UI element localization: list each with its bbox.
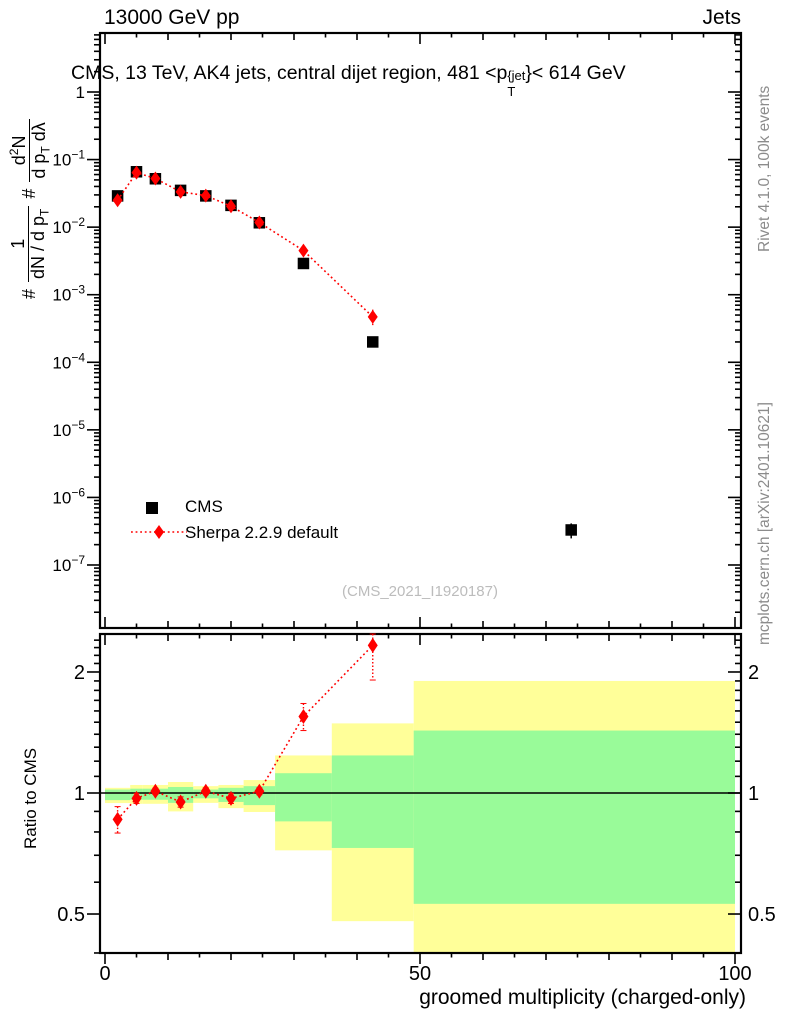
svg-text:2: 2 (748, 662, 759, 684)
svg-text:10−1: 10−1 (52, 148, 85, 170)
legend-item-sherpa: Sherpa 2.2.9 default (128, 520, 408, 546)
formula-fraction-2: d2N d pT dλ (7, 119, 53, 182)
fraction1-denominator: dN / d pT (27, 205, 52, 282)
svg-text:1: 1 (748, 783, 759, 805)
plot-title-pre: CMS, 13 TeV, AK4 jets, central dijet reg… (71, 62, 508, 84)
ratio-y-axis-label: Ratio to CMS (21, 747, 40, 849)
legend-item-cms: CMS (128, 494, 408, 520)
fraction2-num-sup: 2 (7, 148, 21, 156)
beam-energy-label: 13000 GeV pp (104, 6, 240, 29)
fraction2-denominator: d pT dλ (28, 119, 53, 182)
legend: CMS Sherpa 2.2.9 default (128, 494, 408, 546)
formula-hash-2: # (19, 188, 40, 199)
svg-text:100: 100 (718, 963, 751, 985)
plot-title: CMS, 13 TeV, AK4 jets, central dijet reg… (71, 62, 626, 99)
svg-text:0: 0 (99, 963, 110, 985)
fraction2-numerator: d2N (7, 135, 29, 166)
svg-text:50: 50 (409, 963, 431, 985)
cms-square-marker-icon (128, 494, 188, 520)
svg-text:10−6: 10−6 (52, 485, 85, 507)
x-axis-label: groomed multiplicity (charged-only) (419, 986, 746, 1009)
analysis-watermark: (CMS_2021_I1920187) (342, 583, 498, 600)
plot-title-subscript: T (507, 84, 516, 99)
fraction1-den-sub: T (37, 208, 52, 216)
formula-fraction-1: 1 dN / d pT (8, 205, 52, 282)
fraction1-den-text: dN / d p (27, 215, 48, 279)
svg-text:1: 1 (74, 783, 85, 805)
pt-jet-supsub: {jet T (507, 68, 526, 99)
fraction2-num-pre: d (9, 155, 29, 166)
svg-text:10−2: 10−2 (52, 215, 85, 237)
svg-text:0.5: 0.5 (748, 904, 776, 926)
fraction2-num-post: N (9, 135, 29, 149)
cms-data-points (111, 166, 577, 539)
svg-text:2: 2 (74, 662, 85, 684)
rivet-version-credit: Rivet 4.1.0, 100k events (756, 85, 773, 252)
plot-title-post: }< 614 GeV (525, 62, 626, 84)
ratio-points (112, 633, 378, 834)
svg-text:1: 1 (76, 83, 85, 102)
fraction2-den-post: dλ (28, 122, 49, 147)
fraction2-den-pre: d p (28, 153, 49, 179)
svg-text:10−4: 10−4 (52, 350, 85, 372)
ratio-uncertainty-bands (105, 680, 735, 953)
process-label: Jets (702, 6, 741, 29)
axis-ticks (87, 33, 741, 964)
mcplots-credit: mcplots.cern.ch [arXiv:2401.10621] (756, 402, 773, 645)
sherpa-diamond-marker-icon (128, 520, 188, 546)
legend-label-cms: CMS (185, 497, 223, 516)
main-y-axis-formula: # 1 dN / d pT # d2N d pT dλ (7, 119, 53, 299)
svg-text:10−3: 10−3 (52, 283, 85, 305)
formula-hash-1: # (19, 288, 40, 299)
svg-text:10−5: 10−5 (52, 418, 85, 440)
fraction1-numerator: 1 (8, 238, 28, 249)
legend-label-sherpa: Sherpa 2.2.9 default (185, 523, 339, 542)
sherpa-curve (112, 165, 378, 327)
plot-title-superscript: {jet (507, 68, 526, 83)
fraction2-den-sub: T (38, 146, 53, 154)
svg-text:10−7: 10−7 (52, 553, 85, 575)
svg-text:0.5: 0.5 (57, 904, 85, 926)
